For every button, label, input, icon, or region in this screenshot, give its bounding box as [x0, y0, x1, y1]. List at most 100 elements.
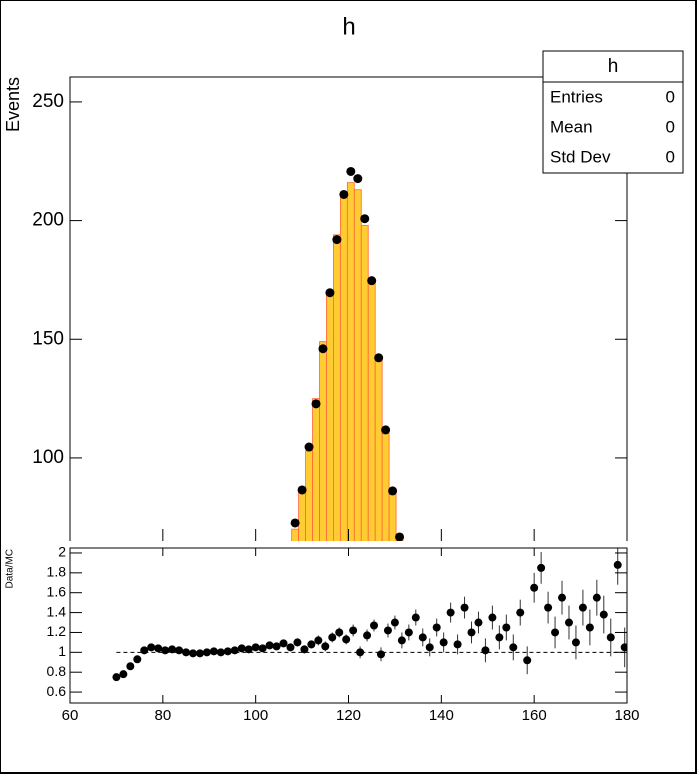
y-tick-label: 1.2 — [47, 623, 67, 639]
histogram-bar — [381, 429, 390, 541]
data-point — [481, 646, 490, 655]
histogram-bar — [374, 355, 383, 541]
data-point — [578, 603, 587, 612]
data-point — [530, 583, 539, 592]
histogram-bar — [339, 194, 348, 541]
data-point — [425, 643, 434, 652]
data-point — [488, 613, 497, 622]
data-point — [307, 640, 316, 649]
data-point — [272, 642, 281, 651]
data-point — [168, 645, 177, 654]
data-point — [516, 608, 525, 617]
data-point — [460, 603, 469, 612]
data-point — [390, 618, 399, 627]
chart-title: h — [342, 13, 355, 40]
y-tick-label: 1.8 — [47, 564, 67, 580]
stats-label: Std Dev — [550, 147, 611, 166]
data-point — [126, 662, 135, 671]
data-point — [189, 649, 198, 658]
data-point — [395, 532, 405, 541]
data-point — [279, 639, 288, 648]
data-point — [599, 610, 608, 619]
stats-label: Mean — [550, 117, 593, 136]
histogram-bar — [333, 234, 341, 541]
data-point — [335, 628, 344, 637]
data-point — [544, 603, 553, 612]
y-axis-label: Events — [3, 77, 23, 132]
data-point — [286, 643, 295, 652]
data-point — [140, 646, 149, 655]
x-tick-label: 100 — [243, 707, 268, 724]
data-point — [620, 643, 627, 652]
main-plot-area — [290, 166, 405, 541]
x-tick-label: 160 — [522, 707, 547, 724]
stats-title: h — [608, 56, 619, 77]
data-point — [404, 628, 413, 637]
histogram-bar — [326, 291, 334, 541]
y-tick-label: 2 — [58, 544, 66, 560]
data-point — [182, 648, 191, 657]
data-point — [356, 648, 365, 657]
data-point — [606, 633, 615, 642]
data-point — [397, 636, 406, 645]
y-tick-label: 250 — [32, 91, 64, 112]
data-point — [154, 644, 163, 653]
histogram-bar — [312, 398, 320, 541]
stats-label: Entries — [550, 87, 603, 106]
data-point — [376, 650, 385, 659]
x-tick-label: 180 — [614, 707, 639, 724]
x-tick-label: 140 — [429, 707, 454, 724]
histogram-bar — [319, 341, 327, 541]
x-tick-label: 60 — [62, 707, 79, 724]
data-point — [339, 189, 349, 199]
stats-box-frame — [542, 50, 684, 174]
histogram-bar — [388, 488, 397, 541]
data-point — [564, 618, 573, 627]
data-point — [523, 656, 532, 665]
data-point — [258, 644, 267, 653]
main-frame — [69, 76, 628, 541]
data-point — [474, 618, 483, 627]
ratio-plot-area — [112, 548, 627, 682]
y-tick-label: 1 — [58, 643, 66, 659]
histogram-bar — [346, 182, 355, 541]
data-point — [230, 646, 239, 655]
data-point — [446, 608, 455, 617]
y-tick-label: 150 — [32, 328, 64, 349]
data-point — [318, 344, 328, 354]
data-point — [509, 643, 518, 652]
y-tick-label: 1.4 — [47, 603, 67, 619]
histogram-bar — [367, 279, 376, 541]
data-point — [293, 638, 302, 647]
histogram-bar — [298, 490, 306, 541]
data-point — [175, 646, 184, 655]
data-point — [342, 635, 351, 644]
data-point — [353, 174, 363, 184]
data-point — [432, 623, 441, 632]
data-point — [388, 486, 398, 496]
y-tick-label: 0.6 — [47, 683, 67, 699]
data-point — [161, 646, 170, 655]
data-point — [502, 623, 511, 632]
data-point — [202, 648, 211, 657]
data-point — [467, 628, 476, 637]
data-point — [346, 166, 356, 176]
data-point — [551, 628, 560, 637]
data-point — [328, 633, 337, 642]
data-point — [251, 643, 260, 652]
data-point — [332, 235, 342, 245]
data-point — [321, 642, 330, 651]
data-point — [244, 645, 253, 654]
data-point — [363, 631, 372, 640]
data-point — [360, 214, 370, 224]
data-point — [495, 633, 504, 642]
y-tick-label: 1.6 — [47, 583, 67, 599]
data-point — [585, 623, 594, 632]
data-point — [592, 593, 601, 602]
stats-value: 0 — [666, 147, 675, 166]
data-point — [304, 442, 314, 452]
data-point — [571, 638, 580, 647]
data-point — [314, 636, 323, 645]
